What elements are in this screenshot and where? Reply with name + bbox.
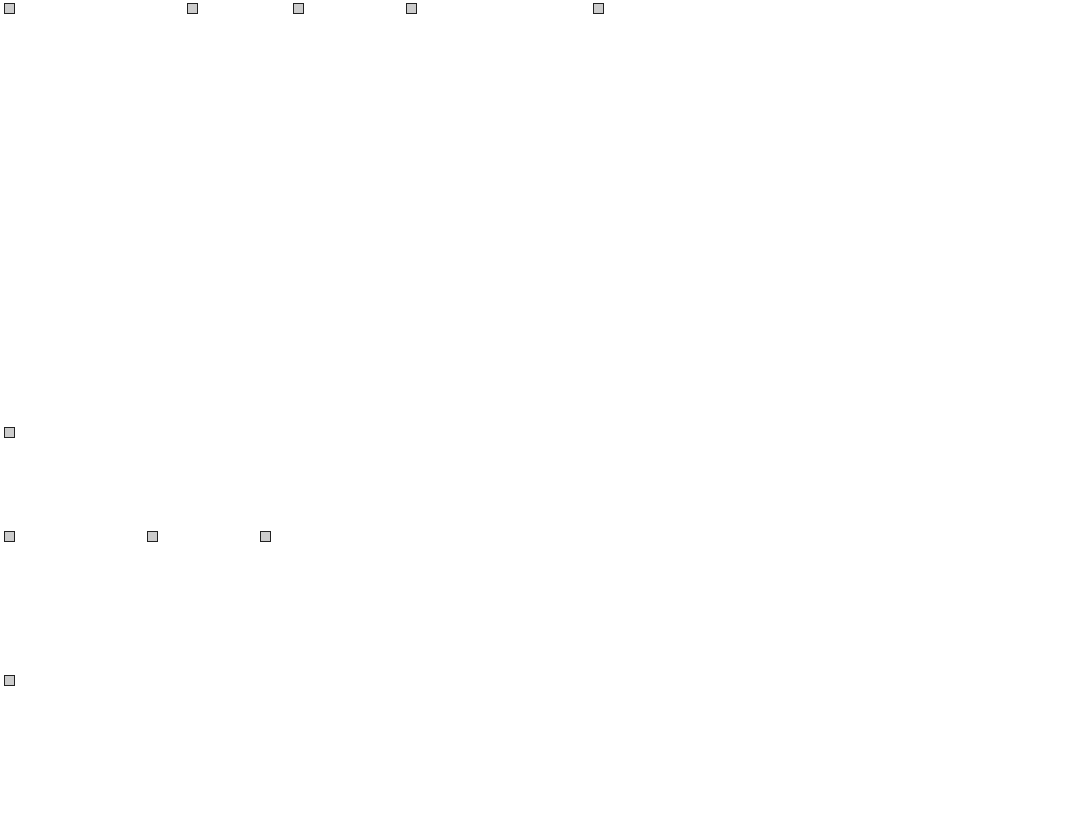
gd38-swatch-icon [187, 3, 198, 14]
rsi-legend [0, 675, 1088, 693]
legend-item-gd100 [293, 3, 309, 16]
instrument-swatch-icon [4, 3, 15, 14]
volume-swatch-icon [4, 427, 15, 438]
legend-item-volume [4, 427, 20, 440]
gd100-swatch-icon [293, 3, 304, 14]
legend-item-instrument [4, 3, 20, 16]
exp-swatch-icon [147, 531, 158, 542]
price-legend [0, 3, 1088, 21]
macd-legend [0, 531, 1088, 549]
legend-item-bollinger [593, 3, 609, 16]
legend-item-gd200 [406, 3, 422, 16]
legend-item-rsi [4, 675, 20, 688]
legend-item-exp [147, 531, 163, 544]
volume-legend [0, 427, 1088, 445]
gd200-swatch-icon [406, 3, 417, 14]
bollinger-swatch-icon [593, 3, 604, 14]
legend-item-gd38 [187, 3, 203, 16]
divergence-swatch-icon [260, 531, 271, 542]
legend-item-divergence [260, 531, 276, 544]
legend-item-macd [4, 531, 20, 544]
rsi-swatch-icon [4, 675, 15, 686]
macd-swatch-icon [4, 531, 15, 542]
